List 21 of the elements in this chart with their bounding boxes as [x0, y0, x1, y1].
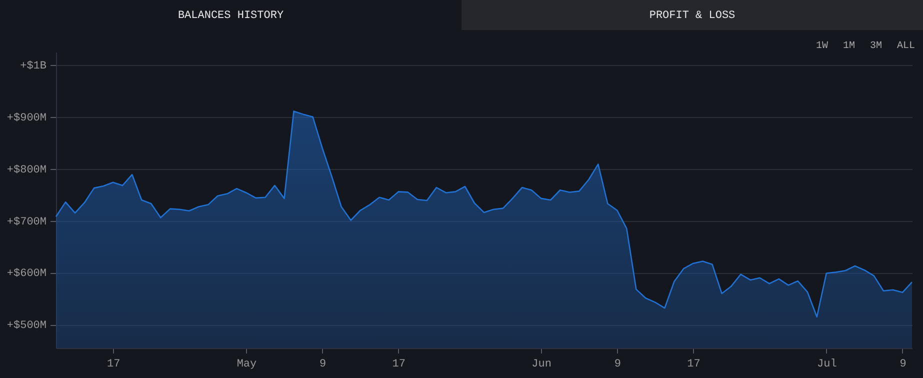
text: 1M	[842, 41, 856, 52]
y-tick-label: +$700M	[6, 216, 46, 228]
y-tick-label: +$1B	[20, 60, 47, 72]
text: BALANCES HISTORY	[178, 10, 284, 22]
x-tick-label: 17	[392, 358, 406, 370]
text: 1W	[816, 41, 828, 52]
text: ALL	[896, 41, 916, 52]
y-tick-label: +$900M	[6, 112, 46, 124]
y-tick-label: +$800M	[6, 164, 46, 176]
y-tick-label: +$600M	[6, 268, 46, 280]
x-tick-label: Jul	[816, 358, 837, 370]
x-tick-label: 9	[320, 358, 326, 370]
text: 3M	[870, 41, 882, 52]
x-tick-label: 17	[687, 358, 700, 370]
x-tick-label: 17	[106, 358, 120, 370]
x-tick-label: 9	[900, 358, 906, 370]
x-tick-label: Jun	[532, 358, 552, 370]
x-tick-label: May	[236, 358, 258, 370]
text: PROFIT & LOSS	[649, 10, 736, 22]
x-tick-label: 9	[614, 358, 621, 370]
y-tick-label: +$500M	[6, 320, 46, 332]
